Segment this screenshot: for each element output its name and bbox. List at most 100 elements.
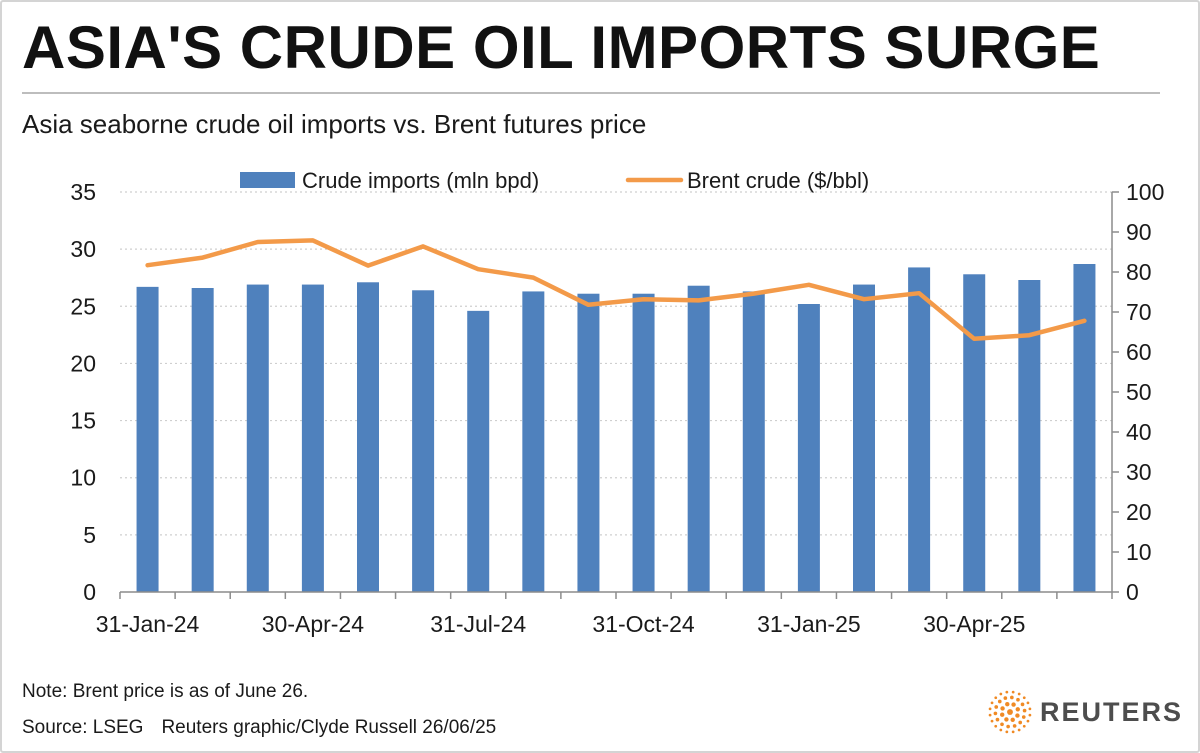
bar-crude-imports [522,291,545,592]
point-brent-crude [366,264,370,268]
bar-crude-imports [742,291,765,592]
point-brent-crude [146,263,150,267]
logo-dot [1006,724,1010,729]
reuters-dot-sphere-icon [988,690,1032,734]
right-axis-tick-label: 30 [1126,459,1152,485]
logo-dot [999,692,1003,696]
logo-dot [1000,712,1005,717]
left-axis-tick-label: 30 [70,236,96,262]
logo-dot [1003,696,1008,700]
left-axis-tick-label: 25 [70,293,96,319]
chart-subtitle: Asia seaborne crude oil imports vs. Bren… [22,109,647,139]
point-brent-crude [1082,319,1086,323]
left-axis-tick-label: 0 [83,579,96,605]
logo-dot [1010,717,1015,722]
logo-dot [990,701,994,705]
logo-dot [1000,706,1005,711]
logo-dot [1017,692,1021,696]
point-brent-crude [311,238,315,242]
point-brent-crude [201,256,205,260]
bar-crude-imports [357,282,379,592]
reuters-logo: REUTERS [988,686,1183,738]
right-axis-tick-label: 10 [1126,539,1152,565]
bar-crude-imports [853,284,875,592]
logo-dot [994,724,998,728]
bar-crude-imports [1073,264,1096,592]
credit-text: Reuters graphic/Clyde Russell 26/06/25 [161,717,497,738]
logo-dot [1000,722,1004,727]
line-brent-crude [145,238,1087,342]
right-axis-tick-label: 70 [1126,299,1152,325]
logo-dot [994,696,998,700]
logo-dot [1015,713,1020,718]
bar-crude-imports [632,293,655,592]
legend-swatch-crude-imports [240,172,295,188]
bar-crude-imports [908,267,931,592]
source-line: Source: LSEG Reuters graphic/Clyde Russel… [22,716,496,740]
bar-crude-imports [301,284,324,592]
point-brent-crude [256,240,260,244]
point-brent-crude [862,297,866,301]
point-brent-crude [586,303,590,307]
logo-dot [1011,730,1015,734]
logo-dot [995,717,1000,722]
logo-dot [988,707,992,711]
left-axis-tick-label: 15 [70,408,96,434]
right-axis-tick-label: 0 [1126,579,1139,605]
page-title: ASIA'S CRUDE OIL IMPORTS SURGE [22,14,1101,81]
x-axis-tick-label: 31-Oct-24 [592,611,694,637]
bar-crude-imports [797,304,820,592]
bar-crude-imports [1018,280,1041,592]
x-axis-tick-label: 31-Jan-25 [757,611,861,637]
logo-dot [1011,690,1015,694]
x-axis-tick-label: 30-Apr-25 [923,611,1025,637]
logo-dot [999,728,1003,732]
logo-dot [1011,702,1016,707]
logo-dot [1015,707,1020,712]
point-brent-crude [642,297,646,301]
legend-label-brent-crude: Brent crude ($/bbl) [687,168,869,193]
left-axis-tick-label: 35 [70,179,96,205]
bar-crude-imports [687,285,710,592]
logo-dot [988,713,992,717]
logo-dot [1026,719,1030,723]
point-brent-crude [531,276,535,280]
right-axis-tick-label: 100 [1126,179,1164,205]
legend-label-crude-imports: Crude imports (mln bpd) [302,168,539,193]
point-brent-crude [1027,333,1031,337]
logo-dot [1005,702,1010,707]
logo-dot [1005,690,1009,694]
bar-crude-imports [191,288,214,592]
logo-dot [1028,713,1032,717]
bar-crude-imports [467,310,490,592]
x-axis-tick-label: 31-Jul-24 [430,611,526,637]
right-axis-tick-label: 40 [1126,419,1152,445]
logo-dot [1016,697,1020,702]
logo-dot [1017,728,1021,732]
logo-dot [1018,720,1023,725]
left-axis-tick-label: 10 [70,465,96,491]
point-brent-crude [752,292,756,296]
logo-dot [1021,715,1026,719]
bar-crude-imports [136,286,159,592]
source-text: Source: LSEG [22,717,144,738]
bar-crude-imports [246,284,269,592]
point-brent-crude [476,267,480,271]
bar-crude-imports [963,274,986,592]
point-brent-crude [421,244,425,248]
right-axis-tick-label: 90 [1126,219,1152,245]
left-axis-tick-label: 5 [83,522,96,548]
point-brent-crude [697,298,701,302]
title-divider [22,92,1160,94]
logo-dot [1022,696,1026,700]
right-axis-tick-label: 80 [1126,259,1152,285]
point-brent-crude [972,337,976,341]
logo-dot [1026,701,1030,705]
x-axis-tick-label: 30-Apr-24 [262,611,364,637]
logo-dot [994,705,999,709]
logo-dot [1022,708,1027,713]
left-axis-tick-label: 20 [70,350,96,376]
logo-dot [1007,709,1013,715]
logo-dot [1004,717,1009,722]
